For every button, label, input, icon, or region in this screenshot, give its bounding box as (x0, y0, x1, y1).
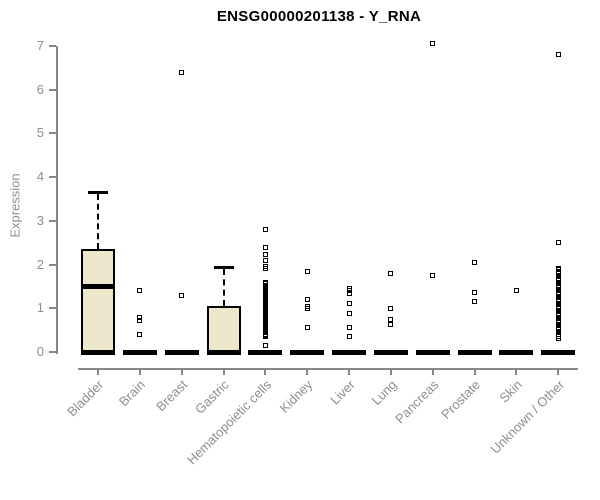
whisker-gastric (222, 268, 225, 307)
outlier-point-hematopoietic-cells (262, 244, 268, 250)
outlier-point-lung (388, 322, 394, 328)
outlier-point-breast (179, 69, 185, 75)
y-tick-label-6: 6 (36, 81, 44, 97)
outlier-point-hematopoietic-cells (262, 266, 268, 272)
x-axis-tick (264, 368, 267, 375)
y-axis-tick (49, 176, 56, 179)
y-tick-label-0: 0 (36, 344, 44, 359)
outlier-point-kidney (304, 297, 310, 303)
zero-line-breast (164, 349, 199, 355)
chart-title: ENSG00000201138 - Y_RNA (216, 8, 422, 25)
outlier-point-liver (346, 325, 352, 331)
box-bladder (81, 249, 115, 354)
y-tick-label-3: 3 (36, 212, 44, 228)
outlier-point-prostate (472, 259, 478, 265)
x-axis-tick (306, 368, 309, 375)
x-axis-tick (180, 368, 183, 375)
outlier-point-prostate (472, 299, 478, 305)
y-tick-label-1: 1 (36, 300, 44, 316)
x-tick-label-text: Lung (368, 377, 400, 409)
outlier-point-liver (346, 311, 352, 317)
y-axis-tick (49, 45, 56, 47)
y-tick-label-7: 7 (36, 38, 44, 53)
x-axis-tick (389, 368, 392, 375)
y-axis-line (56, 46, 58, 354)
x-axis-tick (138, 368, 141, 375)
outlier-point-liver (346, 291, 352, 297)
x-tick-label-text: Brain (116, 377, 149, 410)
x-axis-line (78, 368, 578, 370)
outlier-point-breast (179, 292, 185, 298)
outlier-point-skin (513, 288, 519, 294)
x-tick-label-text: Skin (496, 377, 525, 406)
outlier-point-liver (346, 288, 352, 294)
median-bladder (81, 283, 115, 289)
x-tick-label-text: Unknown / Other (487, 377, 567, 457)
outlier-point-brain (137, 315, 143, 321)
x-axis-tick (222, 368, 225, 375)
outlier-point-hematopoietic-cells (262, 227, 268, 233)
x-tick-label-text: Pancreas (391, 377, 442, 427)
zero-line-bladder (81, 349, 115, 355)
outlier-point-unknown-other (555, 52, 561, 58)
y-axis-tick (49, 219, 56, 222)
x-axis-tick (97, 368, 99, 375)
x-axis-tick (431, 368, 434, 375)
y-axis-tick (49, 88, 56, 91)
x-tick-label-text: Kidney (277, 377, 316, 416)
outlier-point-brain (137, 288, 143, 294)
outlier-point-brain (137, 332, 143, 337)
x-tick-label-text: Bladder (64, 377, 107, 420)
outlier-point-pancreas (430, 273, 436, 278)
y-tick-label-2: 2 (36, 256, 44, 272)
y-tick-label-5: 5 (36, 125, 44, 141)
whisker-cap-gastric (213, 265, 234, 269)
outlier-point-hematopoietic-cells (262, 257, 268, 263)
x-tick-label-text: Prostate (438, 377, 484, 422)
zero-line-liver (332, 349, 367, 355)
zero-line-gastric (206, 349, 241, 355)
outlier-point-brain (137, 318, 143, 324)
outlier-point-prostate (472, 290, 478, 296)
x-axis-tick (515, 368, 518, 375)
outlier-point-kidney (304, 305, 310, 311)
outlier-point-pancreas (430, 41, 436, 47)
x-axis-tick (557, 368, 560, 375)
y-axis-tick (49, 132, 56, 135)
x-axis-tick (473, 368, 476, 375)
outlier-point-unknown-other (555, 335, 561, 341)
y-axis-tick (49, 263, 56, 266)
outlier-point-hematopoietic-cells (262, 252, 268, 258)
zero-line-kidney (290, 349, 325, 355)
y-axis-tick (49, 307, 56, 310)
outlier-point-unknown-other (555, 240, 561, 246)
outlier-point-liver (346, 300, 352, 306)
zero-line-skin (499, 349, 534, 355)
x-tick-label-text: Breast (153, 377, 191, 415)
outlier-point-hematopoietic-cells (262, 342, 268, 348)
y-axis-tick (49, 351, 56, 353)
outlier-point-lung (388, 305, 394, 311)
x-axis-tick (348, 368, 351, 375)
outlier-point-lung (388, 316, 394, 322)
outlier-point-kidney (304, 325, 310, 331)
y-tick-label-4: 4 (36, 169, 44, 185)
zero-line-prostate (457, 349, 492, 355)
outlier-point-hematopoietic-cells (262, 334, 268, 340)
box-gastric (206, 306, 241, 354)
outlier-point-kidney (304, 268, 310, 274)
zero-line-lung (373, 349, 408, 355)
x-tick-label-text: Gastric (192, 377, 233, 417)
zero-line-brain (122, 349, 157, 355)
zero-line-pancreas (415, 349, 450, 355)
whisker-bladder (97, 194, 99, 250)
outlier-point-liver (346, 334, 352, 340)
whisker-cap-bladder (88, 191, 108, 195)
x-tick-label-text: Liver (327, 377, 358, 408)
zero-line-unknown-other (541, 349, 576, 355)
zero-line-hematopoietic-cells (248, 349, 283, 355)
outlier-point-lung (388, 270, 394, 276)
